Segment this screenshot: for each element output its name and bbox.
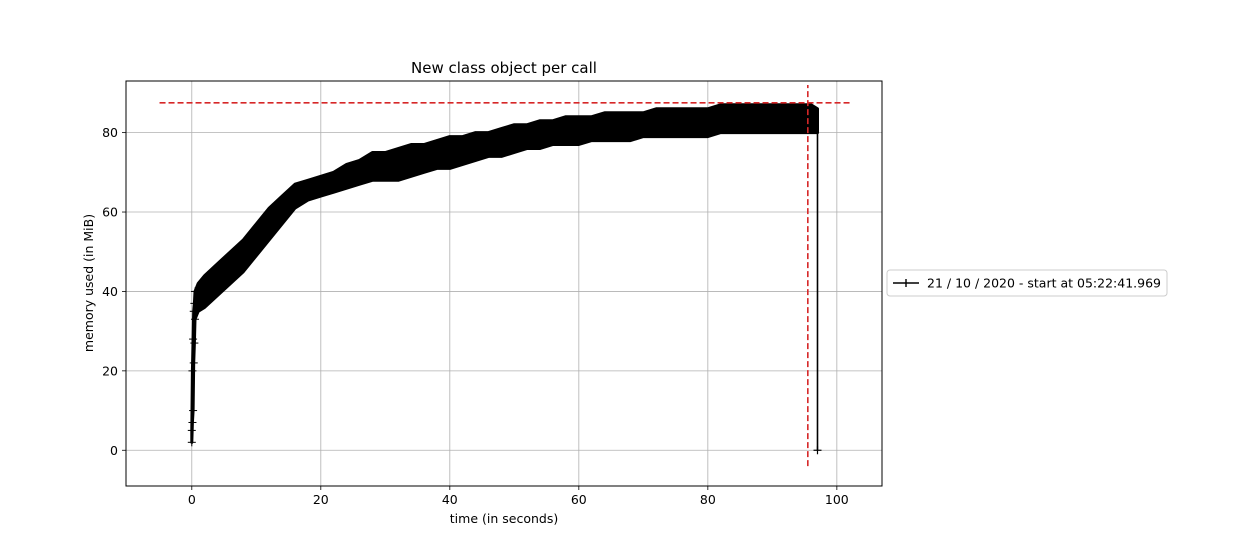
y-tick-label: 60	[102, 205, 118, 220]
y-tick-label: 40	[102, 284, 118, 299]
reference-lines	[159, 84, 850, 467]
y-tick-label: 20	[102, 363, 118, 378]
x-tick-label: 0	[188, 492, 196, 507]
legend-entry-label: 21 / 10 / 2020 - start at 05:22:41.969	[927, 276, 1161, 291]
axis-ticks: 0 20 40 60 80 100 0 20 40 60 80	[102, 125, 849, 507]
series-layer	[187, 103, 822, 455]
x-tick-label: 60	[571, 492, 587, 507]
y-tick-label: 0	[110, 443, 118, 458]
x-tick-label: 20	[313, 492, 329, 507]
legend-box	[886, 269, 1168, 297]
legend: 21 / 10 / 2020 - start at 05:22:41.969	[886, 269, 1168, 297]
chart-title: New class object per call	[411, 59, 597, 77]
x-tick-label: 40	[442, 492, 458, 507]
y-tick-label: 80	[102, 125, 118, 140]
x-axis-label: time (in seconds)	[450, 511, 558, 526]
x-tick-label: 100	[825, 492, 849, 507]
x-tick-label: 80	[700, 492, 716, 507]
y-axis-label: memory used (in MiB)	[81, 214, 96, 352]
plot-frame	[125, 80, 883, 487]
